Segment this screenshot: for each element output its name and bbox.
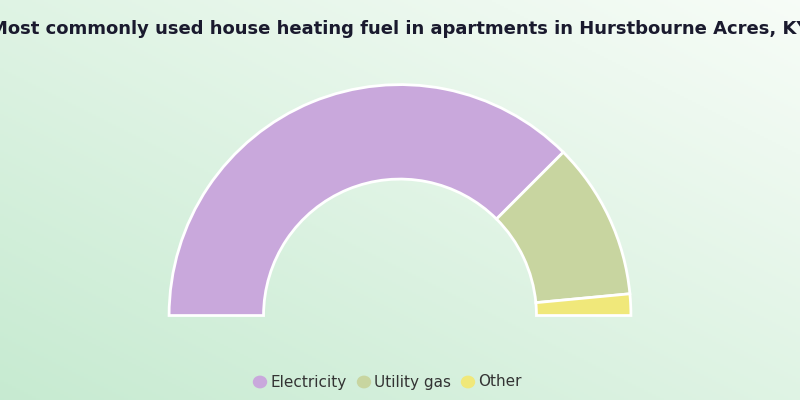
Wedge shape [169, 85, 563, 316]
Wedge shape [536, 294, 631, 316]
Text: Most commonly used house heating fuel in apartments in Hurstbourne Acres, KY: Most commonly used house heating fuel in… [0, 20, 800, 38]
Text: Electricity: Electricity [270, 374, 346, 390]
Text: Other: Other [478, 374, 522, 390]
Wedge shape [497, 152, 630, 303]
Text: Utility gas: Utility gas [374, 374, 451, 390]
